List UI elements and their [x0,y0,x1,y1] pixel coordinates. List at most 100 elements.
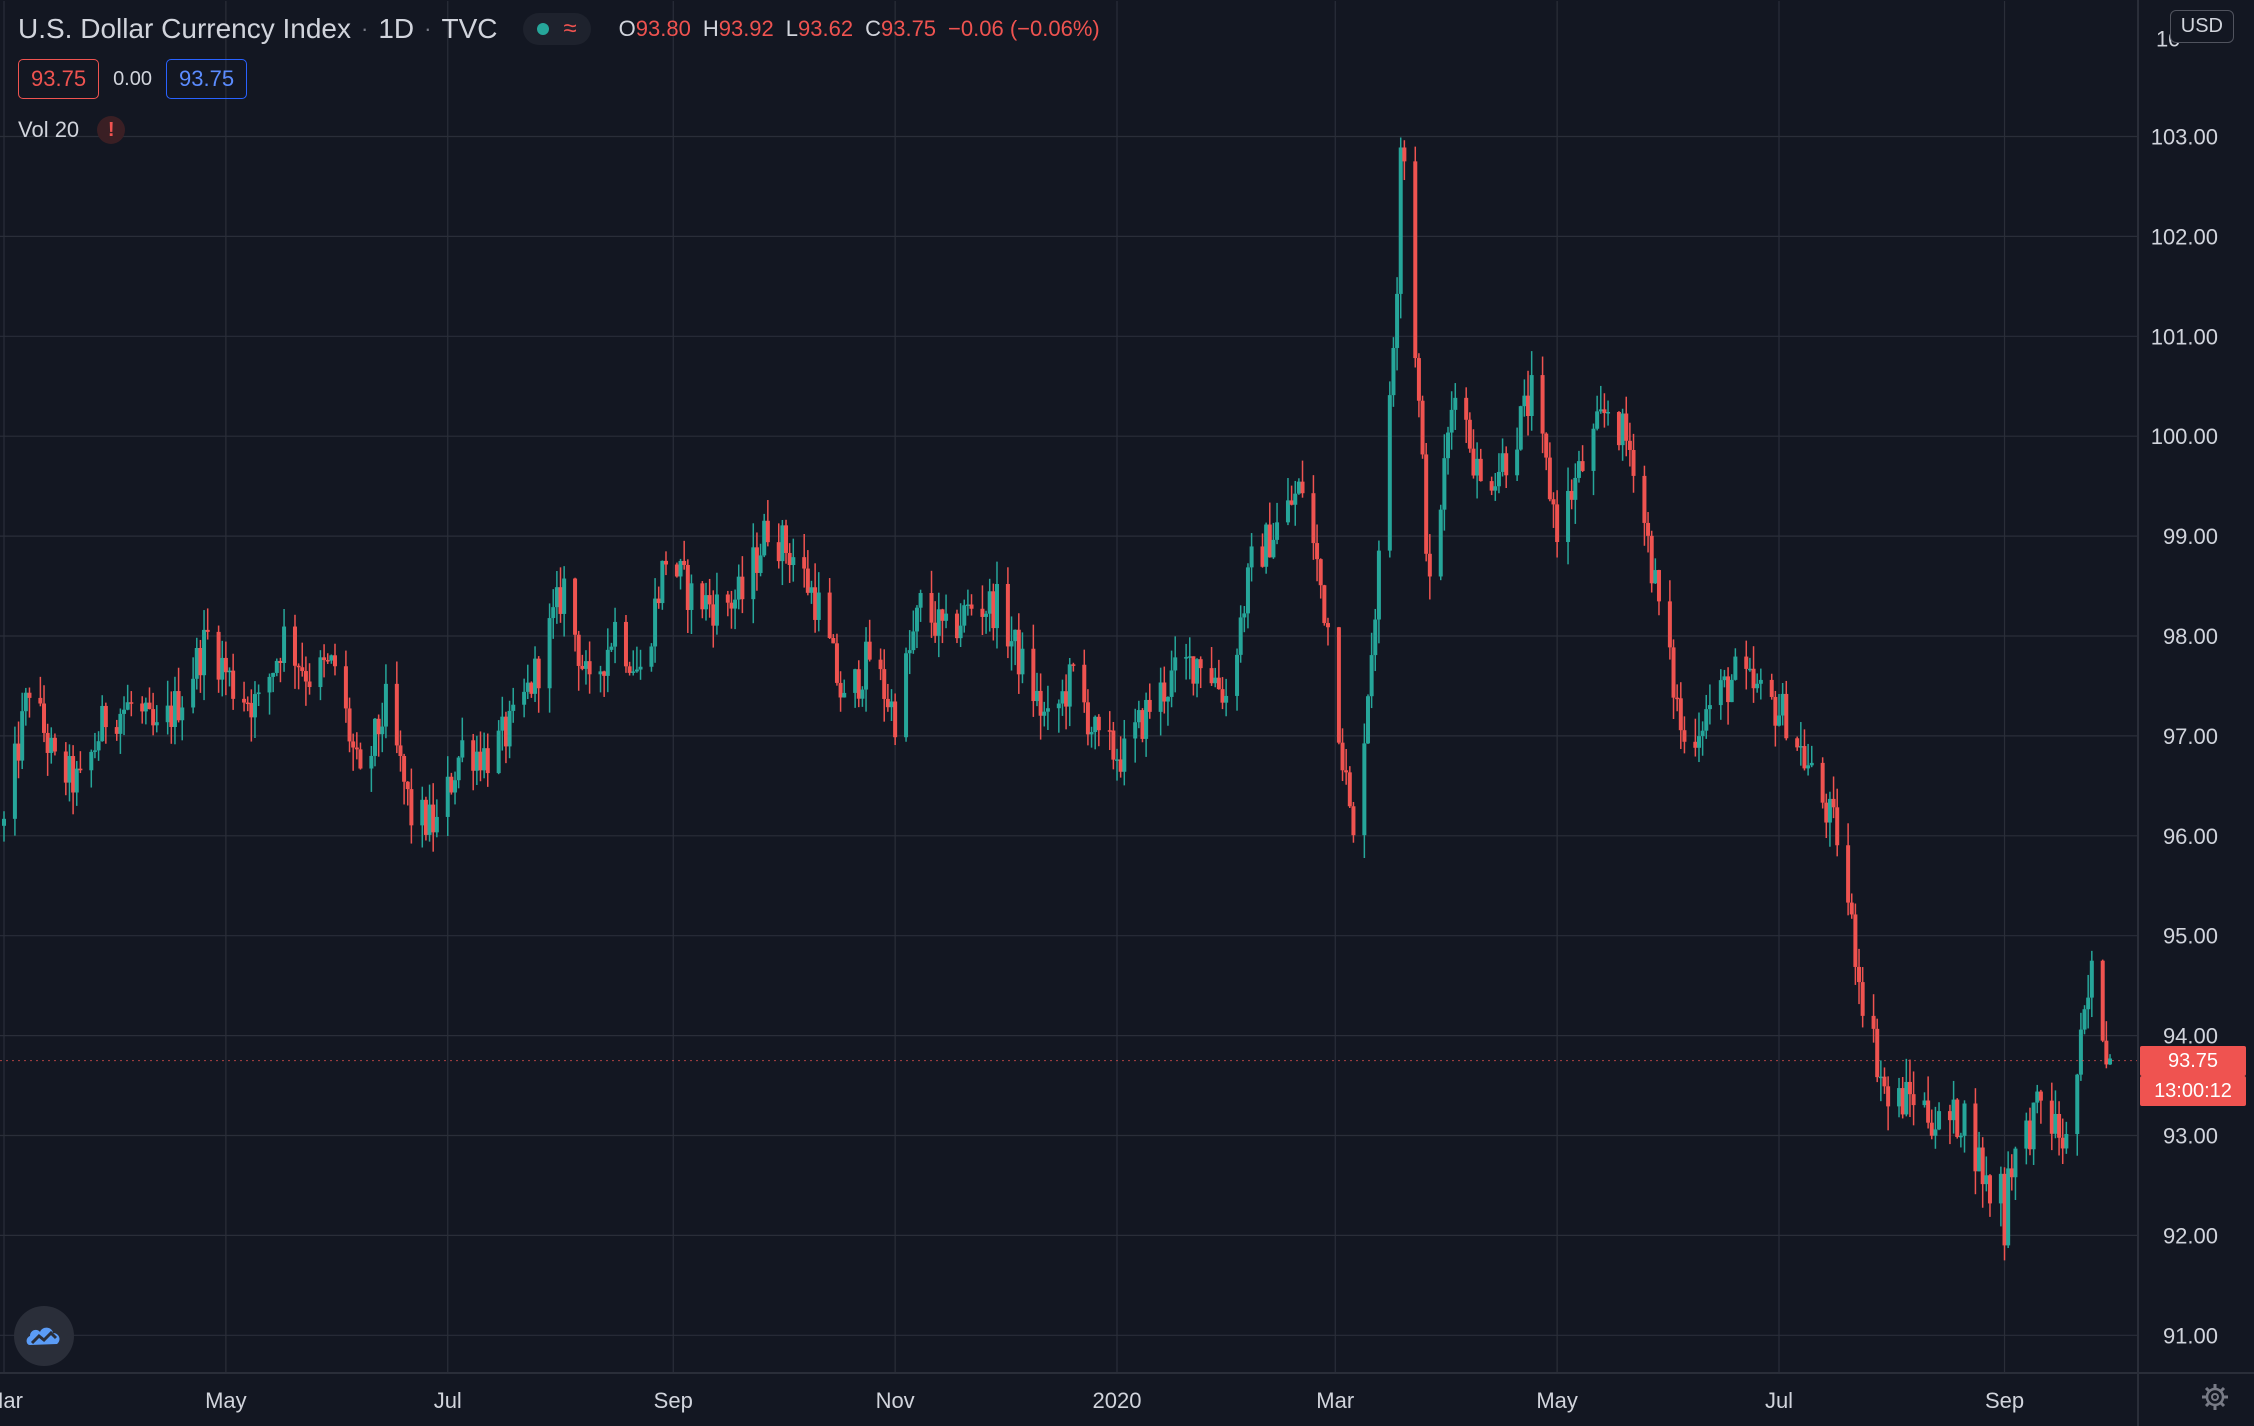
bar-countdown-tag: 13:00:12 [2140,1075,2246,1106]
candle-body [1773,696,1778,726]
candle [1340,728,1345,782]
candle-body [602,671,607,676]
symbol-legend: U.S. Dollar Currency Index · 1D · TVC ≈ … [18,12,1100,46]
buy-price-button[interactable]: 93.75 [166,59,248,99]
candle-body [1140,710,1145,739]
candle-body [904,653,909,738]
candle [551,589,556,639]
candle [704,582,708,621]
currency-button[interactable]: USD [2169,10,2234,43]
price-axis[interactable]: 91.00 92.00 93.00 94.00 95.00 96.00 97.00 98.00… [2137,0,2218,1426]
candle-body [1897,1088,1902,1107]
candle [707,578,712,618]
candle [1700,721,1705,756]
candle [503,711,508,764]
candle [1082,649,1087,713]
candle [20,692,25,770]
candle [1093,715,1098,750]
candle-body [1289,500,1294,505]
candle-body [1496,471,1501,487]
candlestick-series[interactable] [2,137,2112,1261]
candle [838,671,843,712]
candle [376,714,381,757]
candle-body [533,658,538,694]
candle-body [2057,1113,2062,1138]
candle [1769,673,1774,700]
candle-body [503,716,508,747]
candle-body [780,525,785,562]
candle-body [1009,641,1014,647]
candle-body [1165,696,1170,702]
interval-label[interactable]: 1D [378,13,415,44]
candle [1878,1060,1883,1102]
candle [2013,1146,2018,1201]
candle [1973,1088,1978,1195]
candle-body [911,631,916,651]
time-axis[interactable]: Mar May Jul Sep Nov 2020 Mar May Jul Sep [0,1372,2254,1413]
tradingview-logo-icon[interactable] [14,1306,74,1366]
candle [2082,1005,2087,1035]
candle [242,681,247,712]
candle-body [1667,601,1672,648]
candle [598,665,603,693]
candle [1824,793,1829,838]
exchange-label[interactable]: TVC [441,13,498,44]
candle-body [296,665,301,668]
candle [991,583,996,641]
market-status-pill[interactable]: ≈ [523,13,591,45]
candle [1682,716,1687,754]
candle [627,661,632,676]
candle [1264,522,1269,574]
candle [118,708,123,754]
candle-body [431,804,436,833]
spread-value: 0.00 [113,67,152,90]
candle-body [1522,395,1527,407]
candle [736,564,741,610]
candle [522,678,527,718]
candle [649,643,654,672]
candle [1806,743,1811,776]
candle-body [962,605,967,626]
candle [420,786,425,848]
candle-body [1453,397,1458,410]
candle [1136,700,1141,729]
candle-body [649,646,654,667]
candle [245,696,250,712]
sell-price-button[interactable]: 93.75 [18,59,100,99]
candle-body [1777,715,1782,726]
candle [929,570,934,638]
candle [907,630,912,675]
candle [805,550,810,596]
volume-indicator-label[interactable]: Vol 20 [18,117,80,142]
separator-dot: · [424,16,432,41]
candle [1209,647,1214,686]
candle [576,630,581,691]
candle-body [103,705,108,728]
settings-gear-icon[interactable] [2198,1380,2232,1414]
candle-body [860,689,865,699]
symbol-title[interactable]: U.S. Dollar Currency Index [18,13,352,44]
candle [1784,680,1789,741]
candle [2002,1167,2007,1261]
candle [427,784,432,842]
candle [256,684,261,706]
candle [1427,534,1432,600]
candle-body [303,671,308,682]
candle [1238,605,1243,663]
candle-body [1471,448,1476,476]
candle-body [114,727,119,734]
candle [1882,1067,1887,1094]
candle [1875,1018,1880,1083]
candle [609,642,614,652]
candle-body [12,743,17,819]
candle [1671,639,1676,719]
candle [1464,387,1469,443]
candle [638,649,643,680]
candle-body [991,591,996,629]
candle-body [787,552,792,566]
status-wave-icon: ≈ [563,15,577,42]
candle-body [885,698,890,708]
candle [2053,1090,2058,1139]
warning-icon[interactable]: ! [97,116,126,144]
